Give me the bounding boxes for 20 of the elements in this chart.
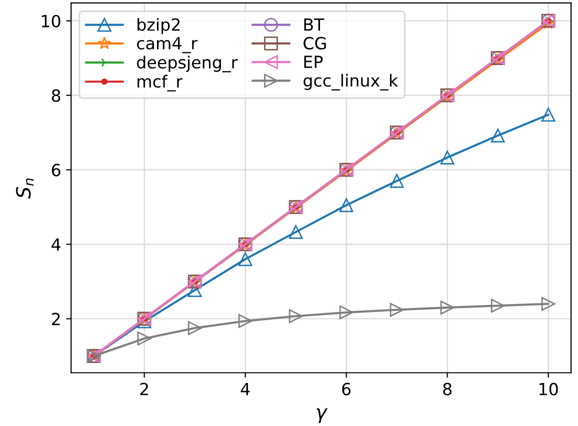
legend-label: BT <box>304 18 324 31</box>
y-axis-title: S$_{n}$ <box>16 178 34 199</box>
legend-label: gcc_linux_k <box>304 74 398 90</box>
x-tick-label: 2 <box>140 382 148 396</box>
x-tick-label: 4 <box>240 382 250 396</box>
y-tick-label: 2 <box>52 312 60 326</box>
x-tick-label: 10 <box>540 382 558 396</box>
y-tick-label: 4 <box>52 238 60 251</box>
y-tick-label: 8 <box>52 89 60 102</box>
legend-label: bzip2 <box>138 18 180 34</box>
x-tick-label: 6 <box>342 382 351 396</box>
legend-label: cam4_r <box>137 37 198 54</box>
y-tick-label: 6 <box>52 164 60 176</box>
legend-label: CG <box>304 36 326 50</box>
legend-label: deepsjeng_r <box>137 56 238 72</box>
legend-label: EP <box>304 56 323 68</box>
x-axis-title: γ <box>316 408 328 423</box>
legend-label: mcf_r <box>138 74 183 92</box>
y-tick-label: 10 <box>42 14 60 28</box>
x-tick-label: 8 <box>443 382 452 396</box>
